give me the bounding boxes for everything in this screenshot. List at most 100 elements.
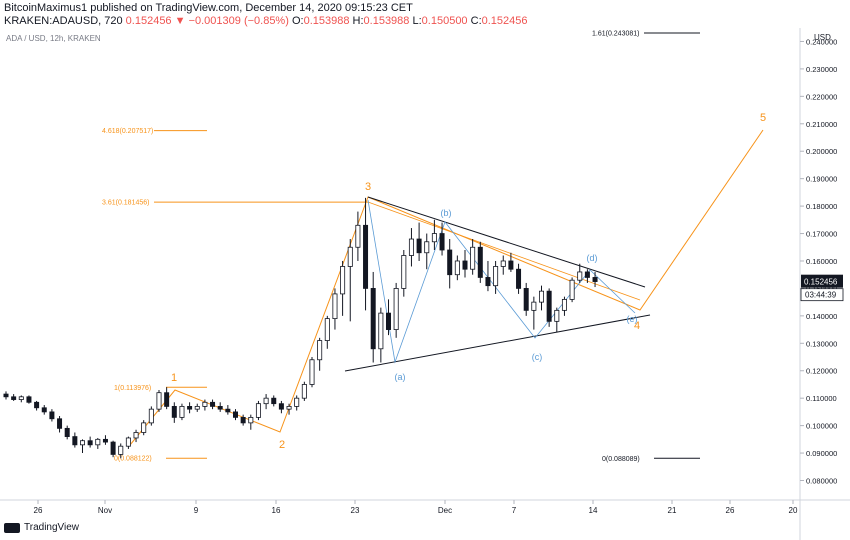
candle [561, 296, 567, 316]
candle-body [592, 277, 598, 282]
candle [171, 402, 177, 423]
candle [87, 436, 93, 448]
candle [470, 239, 476, 275]
candle-body [584, 271, 590, 278]
candle-body [3, 393, 9, 398]
candle [569, 277, 575, 303]
y-tick-label: 0.200000 [806, 147, 837, 156]
candle-body [477, 246, 483, 278]
candle-body [102, 438, 108, 443]
candle [416, 222, 422, 261]
candle-body [431, 233, 437, 243]
x-tick-label: 23 [351, 506, 360, 515]
y-tick-label: 0.100000 [806, 422, 837, 431]
x-tick-label: 9 [194, 506, 199, 515]
candle [202, 399, 208, 411]
candle-body [72, 436, 78, 446]
candle-body [569, 279, 575, 300]
symbol-label: KRAKEN:ADAUSD, 720 [4, 15, 123, 27]
wave-label-orange: 1 [171, 372, 177, 384]
candle [217, 402, 223, 412]
y-tick-label: 0.120000 [806, 367, 837, 376]
candle-body [462, 260, 468, 270]
candle-body [271, 397, 277, 405]
candle [34, 400, 40, 411]
y-tick-label: 0.080000 [806, 477, 837, 486]
x-tick-label: 16 [272, 506, 281, 515]
price-tag-label: 0.152456 [804, 278, 838, 287]
candle [3, 391, 9, 400]
candle [493, 260, 499, 294]
candle [210, 399, 216, 410]
fib-label: 4.618(0.207517) [102, 128, 153, 135]
close-value: 0.152456 [481, 15, 528, 27]
candle [546, 288, 552, 327]
candle-body [156, 392, 162, 410]
candle-body [49, 411, 55, 420]
candle [179, 403, 185, 421]
candle-body [141, 422, 147, 433]
wave-labels: 1 2 3 4 5 (a) (b) (c) (d) (e) [171, 112, 766, 451]
candle-body [194, 406, 200, 410]
low-value: 0.150500 [421, 15, 468, 27]
candle-body [95, 438, 101, 446]
candle-body [508, 260, 514, 270]
triangle-lower-line [344, 314, 651, 372]
candle [424, 233, 430, 270]
candle [355, 211, 361, 261]
candle-body [80, 440, 86, 446]
candle [385, 299, 391, 336]
candle [408, 228, 414, 267]
candle [278, 400, 284, 414]
candle [187, 402, 193, 414]
candle [523, 282, 529, 316]
x-tick-label: 20 [789, 506, 798, 515]
candle [577, 263, 583, 283]
candle [72, 432, 78, 448]
candle-body [125, 437, 131, 447]
y-tick-label: 0.190000 [806, 175, 837, 184]
price-change: −0.001309 (−0.85%) [188, 15, 289, 27]
chart-title: ADA / USD, 12h, KRAKEN [6, 34, 101, 43]
y-tick-label: 0.170000 [806, 230, 837, 239]
candle-body [240, 416, 246, 424]
candle [41, 405, 47, 415]
candle [57, 416, 63, 433]
candle [95, 437, 101, 449]
ohlc-line: KRAKEN:ADAUSD, 720 0.152456 ▼ −0.001309 … [4, 15, 528, 27]
candle [370, 271, 376, 363]
open-value: 0.153988 [303, 15, 350, 27]
candle-body [255, 403, 261, 418]
candle-body [309, 359, 315, 385]
wave-label-orange: 2 [279, 439, 285, 451]
candle [11, 394, 17, 401]
countdown-box [800, 288, 844, 302]
candle [393, 282, 399, 338]
candle-body [561, 298, 567, 311]
candle [332, 288, 338, 330]
published-line: BitcoinMaximus1 published on TradingView… [4, 2, 413, 14]
candle-body [378, 312, 384, 350]
wave-label-blue: (d) [587, 253, 598, 263]
x-tick-label: 26 [34, 506, 43, 515]
x-tick-label: 14 [589, 506, 598, 515]
tradingview-logo: TradingView [4, 522, 79, 533]
wave-label-orange: 5 [760, 112, 766, 124]
candle-body [148, 408, 154, 424]
x-tick-label: 21 [668, 506, 677, 515]
candle [477, 241, 483, 283]
candle-body [470, 246, 476, 270]
wave-label-blue: (e) [627, 314, 638, 324]
candle [439, 222, 445, 256]
candle-body [370, 288, 376, 350]
candle [49, 409, 55, 422]
candle-body [187, 406, 193, 410]
candle [340, 260, 346, 316]
candle [232, 409, 238, 421]
fib-label: 0(0.088089) [602, 456, 640, 463]
fib-levels: 1.61(0.243081) 4.618(0.207517) 3.61(0.1814… [102, 31, 700, 463]
candle-body [110, 441, 116, 455]
candle-body [64, 427, 70, 437]
x-tick-label: 26 [726, 506, 735, 515]
